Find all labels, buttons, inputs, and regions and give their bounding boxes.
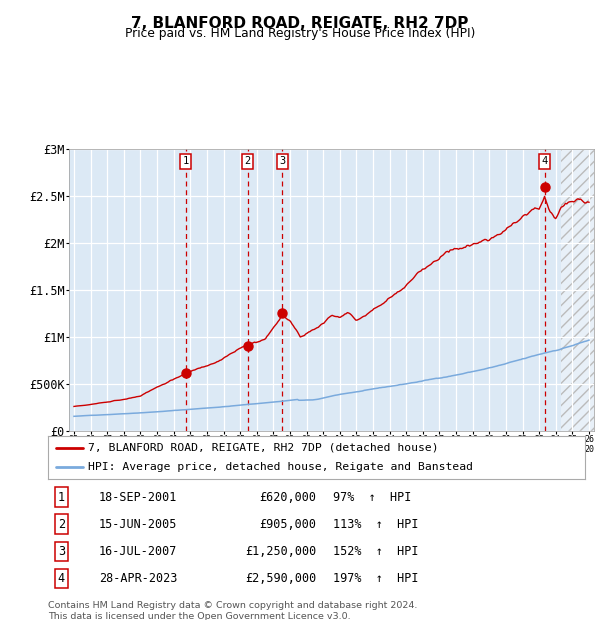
Text: 7, BLANFORD ROAD, REIGATE, RH2 7DP (detached house): 7, BLANFORD ROAD, REIGATE, RH2 7DP (deta… — [88, 443, 439, 453]
Text: £1,250,000: £1,250,000 — [245, 545, 317, 558]
Text: HPI: Average price, detached house, Reigate and Banstead: HPI: Average price, detached house, Reig… — [88, 463, 473, 472]
Text: 3: 3 — [58, 545, 65, 558]
Bar — [561, 149, 598, 431]
Text: £2,590,000: £2,590,000 — [245, 572, 317, 585]
Text: 1: 1 — [58, 490, 65, 503]
Text: £620,000: £620,000 — [260, 490, 317, 503]
Text: £905,000: £905,000 — [260, 518, 317, 531]
Text: 28-APR-2023: 28-APR-2023 — [99, 572, 178, 585]
Text: 97%  ↑  HPI: 97% ↑ HPI — [332, 490, 411, 503]
Text: 2: 2 — [244, 156, 251, 167]
Text: 4: 4 — [58, 572, 65, 585]
Bar — [561, 149, 598, 431]
Text: 16-JUL-2007: 16-JUL-2007 — [99, 545, 178, 558]
Text: 2: 2 — [58, 518, 65, 531]
Text: 15-JUN-2005: 15-JUN-2005 — [99, 518, 178, 531]
Text: 4: 4 — [542, 156, 548, 167]
Text: 18-SEP-2001: 18-SEP-2001 — [99, 490, 178, 503]
Text: 7, BLANFORD ROAD, REIGATE, RH2 7DP: 7, BLANFORD ROAD, REIGATE, RH2 7DP — [131, 16, 469, 31]
Text: 1: 1 — [182, 156, 189, 167]
Text: 197%  ↑  HPI: 197% ↑ HPI — [332, 572, 418, 585]
Text: Contains HM Land Registry data © Crown copyright and database right 2024.
This d: Contains HM Land Registry data © Crown c… — [48, 601, 418, 620]
Text: Price paid vs. HM Land Registry's House Price Index (HPI): Price paid vs. HM Land Registry's House … — [125, 27, 475, 40]
Text: 152%  ↑  HPI: 152% ↑ HPI — [332, 545, 418, 558]
Text: 113%  ↑  HPI: 113% ↑ HPI — [332, 518, 418, 531]
Text: 3: 3 — [279, 156, 286, 167]
